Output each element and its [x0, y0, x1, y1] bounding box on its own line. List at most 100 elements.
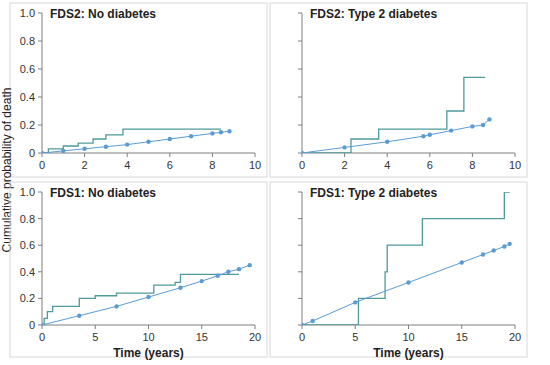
predicted-point	[507, 242, 511, 246]
x-tick-label: 5	[352, 331, 358, 343]
x-tick-label: 15	[456, 331, 468, 343]
plot-area	[42, 129, 232, 153]
panel-title: FDS1: Type 2 diabetes	[310, 186, 437, 200]
y-tick	[298, 325, 302, 326]
y-axis-line	[302, 13, 303, 153]
predicted-point	[125, 142, 129, 146]
y-tick-label: 0.4	[20, 266, 35, 278]
x-tick-label: 2	[342, 159, 348, 171]
predicted-point	[302, 323, 304, 325]
y-tick	[38, 325, 42, 326]
predicted-point	[82, 147, 86, 151]
x-tick	[408, 325, 409, 329]
plot-area	[302, 77, 492, 153]
x-tick	[255, 153, 256, 157]
km-step-line	[302, 77, 485, 153]
x-tick-label: 2	[82, 159, 88, 171]
plot-area	[302, 192, 512, 325]
x-tick-label: 10	[402, 331, 414, 343]
y-tick	[298, 271, 302, 272]
x-tick	[84, 153, 85, 157]
y-tick-label: 0.4	[20, 91, 35, 103]
predicted-point	[342, 145, 346, 149]
x-tick	[201, 325, 202, 329]
predicted-point	[200, 279, 204, 283]
panel-frame	[10, 182, 267, 357]
figure: 024681000.20.40.60.81.0FDS2: No diabetes…	[0, 0, 550, 365]
x-axis-label: Time (years)	[373, 346, 443, 360]
y-tick-label: 0.6	[20, 63, 35, 75]
y-axis-line	[42, 192, 43, 325]
panel-frame	[10, 3, 267, 177]
y-tick	[38, 298, 42, 299]
axes: 0 5 10 15 20	[298, 192, 521, 343]
predicted-point	[449, 128, 453, 132]
x-tick	[302, 325, 303, 329]
predicted-line	[302, 119, 489, 153]
x-axis-label: Time (years)	[113, 346, 183, 360]
y-tick	[298, 97, 302, 98]
predicted-point	[385, 140, 389, 144]
x-tick-label: 10	[509, 159, 521, 171]
predicted-point	[219, 130, 223, 134]
x-tick	[42, 153, 43, 157]
x-tick-label: 6	[167, 159, 173, 171]
panel-title: FDS2: No diabetes	[50, 7, 156, 21]
y-tick	[38, 13, 42, 14]
y-tick-label: 0.8	[20, 35, 35, 47]
predicted-point	[146, 295, 150, 299]
predicted-point	[470, 124, 474, 128]
x-tick	[355, 325, 356, 329]
x-tick	[429, 153, 430, 157]
predicted-line	[302, 244, 510, 325]
predicted-point	[104, 145, 108, 149]
x-tick-label: 20	[249, 331, 261, 343]
predicted-point	[487, 117, 491, 121]
x-tick-label: 20	[509, 331, 521, 343]
y-axis-label: Cumulative probability of death	[0, 88, 14, 253]
x-tick-label: 0	[39, 159, 45, 171]
y-tick	[38, 192, 42, 193]
axes: 0246810	[298, 13, 521, 171]
predicted-point	[237, 267, 241, 271]
predicted-point	[210, 131, 214, 135]
predicted-point	[247, 263, 251, 267]
y-tick	[298, 13, 302, 14]
x-tick	[387, 153, 388, 157]
y-tick	[38, 218, 42, 219]
x-tick	[95, 325, 96, 329]
x-tick-label: 4	[384, 159, 390, 171]
predicted-point	[310, 319, 314, 323]
predicted-point	[406, 280, 410, 284]
predicted-point	[353, 300, 357, 304]
y-axis-line	[302, 192, 303, 325]
panel-title: FDS2: Type 2 diabetes	[310, 7, 437, 21]
panel-frame	[270, 3, 527, 177]
y-tick	[38, 69, 42, 70]
predicted-point	[492, 248, 496, 252]
x-tick-label: 10	[249, 159, 261, 171]
y-tick	[38, 245, 42, 246]
x-tick-label: 8	[209, 159, 215, 171]
panel-frame	[270, 182, 527, 357]
y-tick	[38, 271, 42, 272]
predicted-point	[61, 149, 65, 153]
y-tick-label: 0.8	[20, 213, 35, 225]
predicted-point	[481, 252, 485, 256]
predicted-point	[460, 260, 464, 264]
x-tick	[169, 153, 170, 157]
axes: 0510152000.20.40.60.81.0	[20, 186, 261, 343]
predicted-point	[226, 270, 230, 274]
x-axis-line	[42, 153, 255, 154]
y-axis-line	[42, 13, 43, 153]
x-tick	[212, 153, 213, 157]
predicted-point	[481, 123, 485, 127]
x-tick-label: 0	[299, 331, 305, 343]
predicted-line	[42, 265, 250, 325]
y-tick-label: 0.6	[20, 239, 35, 251]
predicted-point	[428, 133, 432, 137]
y-tick	[38, 125, 42, 126]
axes: 024681000.20.40.60.81.0	[20, 7, 261, 171]
x-tick	[42, 325, 43, 329]
predicted-point	[227, 129, 231, 133]
